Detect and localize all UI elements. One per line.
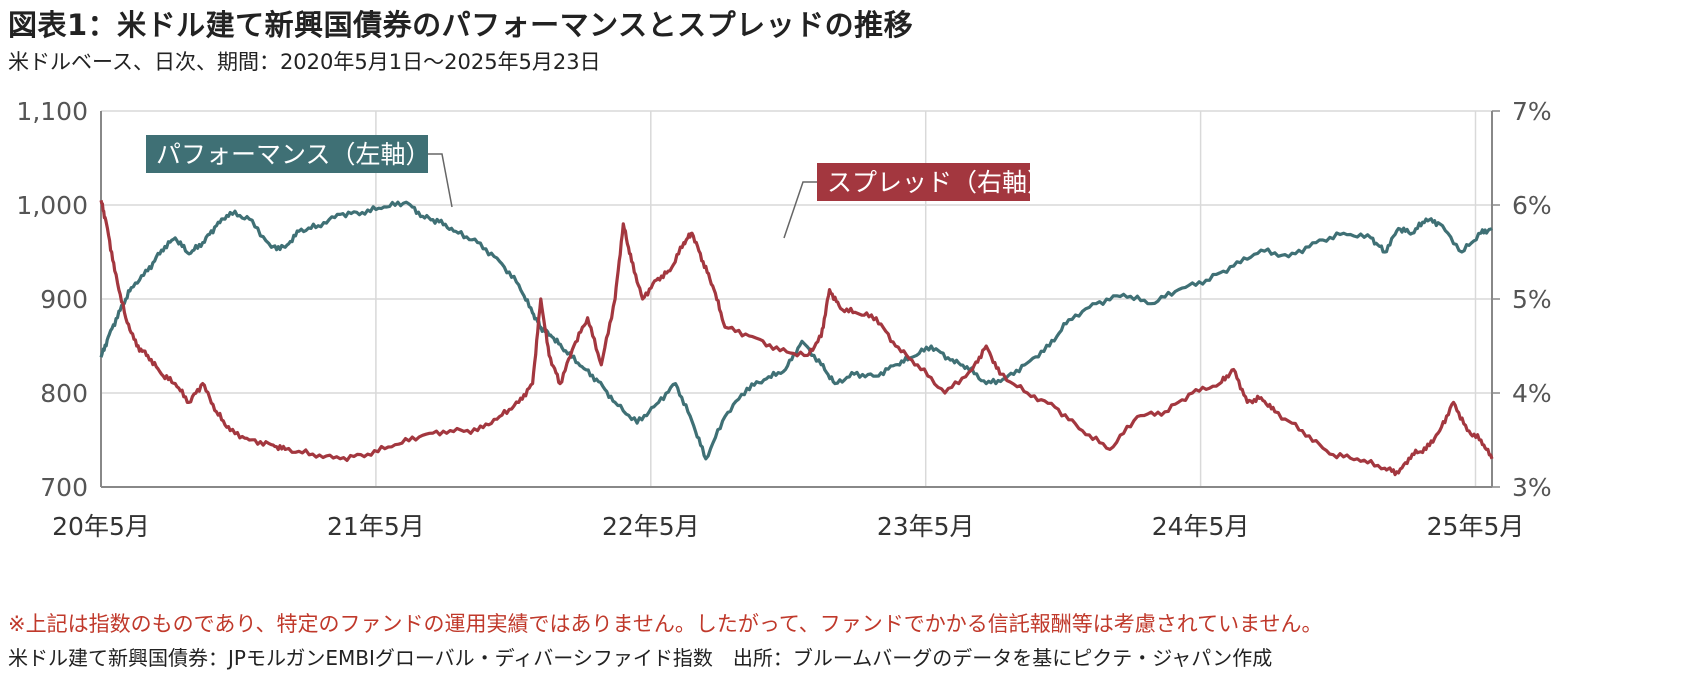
performance-label-leader xyxy=(428,153,453,208)
spread-line xyxy=(99,199,1494,477)
grid xyxy=(101,110,1492,487)
x-tick-label: 25年5月 xyxy=(1427,512,1525,541)
y-right-tick-label: 7% xyxy=(1512,97,1552,126)
spread-label-leader xyxy=(783,181,817,239)
x-tick-label: 20年5月 xyxy=(52,512,150,541)
chart-area: 700 3% 800 4% 900 5% 1,000 6% 1,100 7% 20年5月 21年5月 2… xyxy=(16,97,1551,541)
chart-title: 図表1：米ドル建て新興国債券のパフォーマンスとスプレッドの推移 xyxy=(8,8,914,42)
series-labels: パフォーマンス（左軸） スプレッド（右軸） xyxy=(146,135,1052,239)
y-left-tick-label: 1,000 xyxy=(16,191,88,220)
y-left-tick-label: 700 xyxy=(40,473,88,502)
source-note: 米ドル建て新興国債券：JPモルガンEMBIグローバル・ディバーシファイド指数 出… xyxy=(8,646,1273,670)
x-tick-label: 21年5月 xyxy=(327,512,425,541)
performance-label-box xyxy=(146,135,428,173)
y-right-tick-label: 6% xyxy=(1512,191,1552,220)
spread-label-text: スプレッド（右軸） xyxy=(827,168,1052,197)
y-left-tick-label: 1,100 xyxy=(16,97,88,126)
axes xyxy=(100,110,1500,488)
x-tick-label: 24年5月 xyxy=(1152,512,1250,541)
performance-label-text: パフォーマンス（左軸） xyxy=(156,140,431,169)
performance-line xyxy=(99,200,1493,461)
series-lines xyxy=(99,199,1494,477)
tick-labels: 700 3% 800 4% 900 5% 1,000 6% 1,100 7% 20年5月 21年5月 2… xyxy=(16,97,1551,541)
y-right-tick-label: 3% xyxy=(1512,473,1552,502)
x-tick-label: 23年5月 xyxy=(877,512,975,541)
y-left-tick-label: 900 xyxy=(40,285,88,314)
y-right-tick-label: 4% xyxy=(1512,379,1552,408)
spread-label-box xyxy=(817,163,1030,201)
chart-subtitle: 米ドルベース、日次、期間：2020年5月1日～2025年5月23日 xyxy=(8,50,601,74)
y-right-tick-label: 5% xyxy=(1512,285,1552,314)
y-left-tick-label: 800 xyxy=(40,379,88,408)
disclaimer-note: ※上記は指数のものであり、特定のファンドの運用実績ではありません。したがって、フ… xyxy=(8,612,1323,636)
x-tick-label: 22年5月 xyxy=(602,512,700,541)
